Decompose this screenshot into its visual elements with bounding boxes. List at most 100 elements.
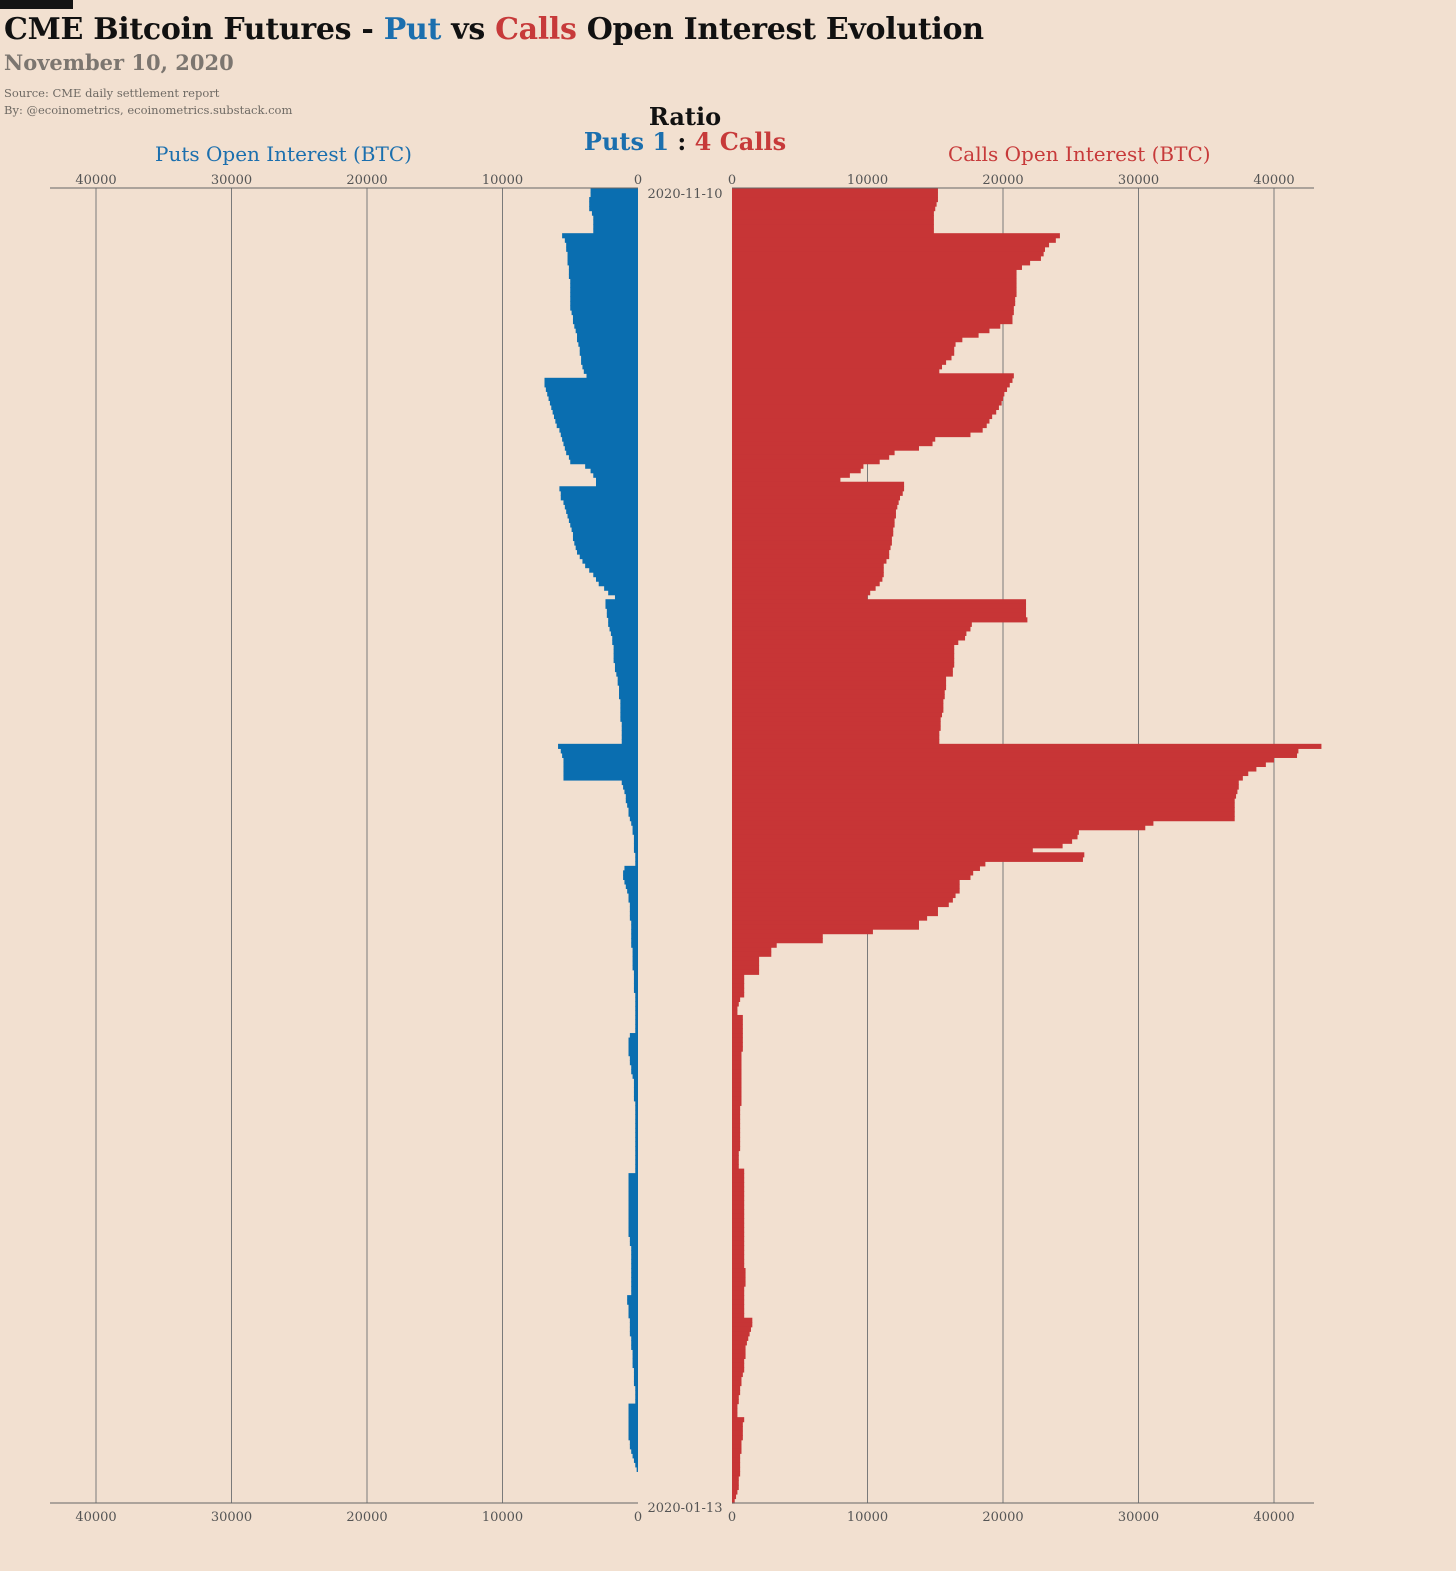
puts-bar	[635, 1132, 638, 1138]
calls-bar	[732, 1150, 739, 1156]
calls-bar	[732, 332, 979, 338]
puts-bar	[614, 594, 638, 600]
puts-bar	[632, 1358, 638, 1364]
puts-top-tick-label: 20000	[346, 173, 387, 188]
puts-bar	[552, 409, 638, 415]
puts-bar	[563, 775, 638, 781]
puts-bar	[635, 1001, 638, 1007]
puts-bar	[628, 892, 638, 899]
puts-bar	[572, 531, 638, 537]
calls-bar	[732, 834, 1078, 840]
puts-bar	[590, 468, 638, 474]
calls-bar	[732, 242, 1050, 248]
calls-bar	[732, 843, 1063, 849]
puts-bar	[593, 224, 638, 230]
calls-bar	[732, 671, 953, 677]
puts-bar	[631, 1290, 638, 1296]
calls-bar	[732, 1236, 745, 1242]
calls-bar	[732, 1439, 742, 1445]
puts-bar	[564, 504, 638, 510]
calls-bar	[732, 1060, 742, 1066]
puts-bar	[631, 1448, 638, 1454]
calls-bar	[732, 752, 1298, 758]
puts-bar	[632, 829, 638, 835]
calls-bar	[732, 504, 898, 510]
calls-bar	[732, 847, 1033, 853]
puts-bar	[631, 1277, 638, 1283]
calls-bar	[732, 341, 956, 347]
puts-bar	[635, 1394, 638, 1400]
puts-bar	[616, 671, 638, 677]
calls-bar	[732, 260, 1031, 266]
calls-bar	[732, 820, 1154, 826]
calls-bar	[732, 725, 941, 731]
puts-bar	[632, 1453, 638, 1459]
puts-bar	[633, 1087, 638, 1093]
puts-bar	[625, 798, 638, 804]
calls-bar	[732, 1340, 747, 1346]
calls-bar	[732, 1182, 745, 1188]
calls-bar	[732, 1322, 753, 1328]
calls-bar	[732, 237, 1056, 243]
puts-bar	[620, 712, 638, 718]
puts-bar	[629, 1055, 638, 1061]
calls-bar	[732, 540, 892, 546]
calls-bar	[732, 188, 938, 194]
calls-bar	[732, 789, 1238, 795]
calls-bar	[732, 793, 1237, 799]
puts-bar	[575, 544, 638, 551]
puts-bar	[632, 825, 638, 831]
calls-bar	[732, 463, 864, 469]
calls-bar	[732, 328, 990, 334]
puts-bar	[633, 838, 638, 844]
puts-bar	[632, 947, 638, 953]
calls-bar	[732, 987, 745, 993]
calls-bar	[732, 1471, 741, 1477]
puts-bar	[590, 188, 638, 194]
calls-bar	[732, 323, 1001, 329]
puts-bar	[583, 368, 638, 374]
calls-bar	[732, 938, 823, 944]
calls-bar	[732, 1146, 741, 1152]
puts-bar	[628, 1231, 638, 1237]
calls-bar	[732, 558, 887, 564]
calls-bar	[732, 929, 873, 935]
puts-bar	[566, 450, 638, 456]
calls-bar	[732, 359, 947, 365]
calls-bar	[732, 1403, 738, 1409]
puts-bar	[568, 273, 638, 279]
puts-bar	[635, 1164, 638, 1170]
calls-bar	[732, 1277, 746, 1283]
calls-bar	[732, 1177, 745, 1183]
calls-bar	[732, 1457, 741, 1463]
puts-bar	[621, 725, 638, 731]
calls-bar	[732, 630, 967, 636]
calls-bar	[732, 1082, 742, 1088]
calls-bar	[732, 838, 1073, 844]
puts-bar	[589, 197, 638, 203]
puts-bar	[628, 1051, 638, 1057]
puts-bar	[631, 929, 638, 935]
puts-bar	[568, 269, 638, 275]
calls-bar	[732, 585, 876, 591]
puts-bar	[563, 499, 638, 505]
calls-bar	[732, 1168, 745, 1174]
puts-bar	[635, 1168, 638, 1174]
calls-bar	[732, 1195, 745, 1201]
puts-bar	[628, 897, 638, 903]
puts-bar	[628, 1177, 638, 1183]
puts-bar	[624, 789, 638, 795]
calls-bar	[732, 874, 971, 880]
calls-bar	[732, 779, 1239, 786]
puts-bar	[631, 1245, 638, 1251]
puts-bar	[628, 1227, 638, 1233]
puts-bar	[635, 1118, 638, 1125]
puts-bar	[562, 233, 638, 239]
puts-bar	[628, 1430, 638, 1436]
calls-bar	[732, 879, 960, 885]
puts-bar	[544, 377, 638, 383]
puts-bar	[631, 1281, 638, 1287]
calls-bar	[732, 1263, 745, 1269]
puts-bar	[579, 346, 638, 352]
calls-bar	[732, 1493, 737, 1500]
